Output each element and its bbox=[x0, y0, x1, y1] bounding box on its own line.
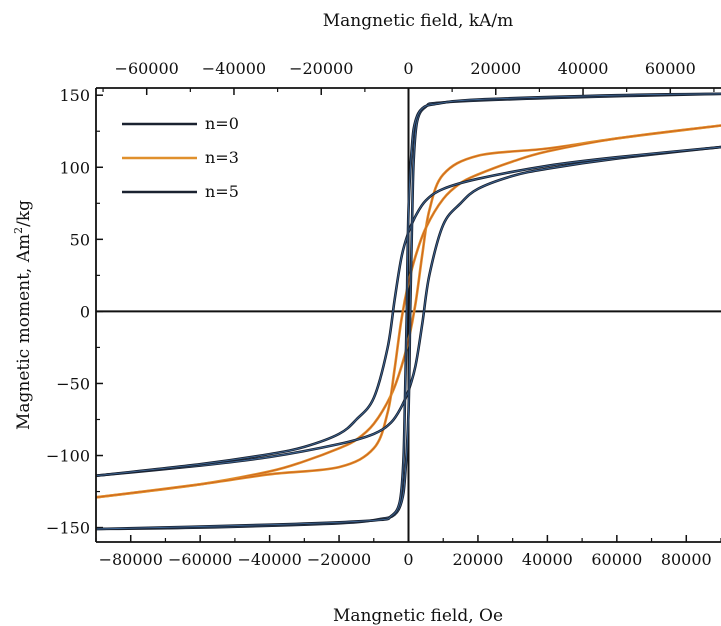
plot-frame bbox=[95, 87, 721, 543]
x-tick-label: −40000 bbox=[237, 550, 301, 569]
legend-label-n-3: n=3 bbox=[205, 148, 239, 167]
x2-tick-label: 20000 bbox=[470, 59, 521, 78]
x-axis-title: Mangnetic field, Oe bbox=[333, 606, 503, 626]
x-tick-label: 60000 bbox=[591, 550, 642, 569]
legend: n=0 n=3 n=5 bbox=[122, 114, 239, 201]
x-tick-label: 20000 bbox=[452, 550, 503, 569]
legend-label-n-0: n=0 bbox=[205, 114, 239, 133]
y-axis-title-tail: /kg bbox=[14, 200, 34, 227]
y-axis-title-sup: 2 bbox=[12, 227, 25, 234]
x2-tick-label: −40000 bbox=[202, 59, 266, 78]
y-tick-label: −150 bbox=[46, 519, 90, 538]
x2-tick-label: −60000 bbox=[115, 59, 179, 78]
x2-tick-label: −20000 bbox=[289, 59, 353, 78]
axes-layer: −80000 −60000 −40000 −20000 0 20000 40000 60000… bbox=[46, 59, 721, 569]
y-tick-label: 50 bbox=[70, 230, 90, 249]
series-n-5-lower-highlight bbox=[96, 146, 721, 477]
series-n-0-lower-highlight bbox=[96, 93, 721, 530]
x2-tick-label: 0 bbox=[403, 59, 413, 78]
y-tick-label: 0 bbox=[80, 302, 90, 321]
y-tick-label: −50 bbox=[56, 374, 90, 393]
y-tick-label: −100 bbox=[46, 447, 90, 466]
legend-label-n-5: n=5 bbox=[205, 182, 239, 201]
series-layer bbox=[96, 92, 721, 531]
x-tick-label: 80000 bbox=[661, 550, 712, 569]
y-tick-label: 100 bbox=[59, 158, 90, 177]
y-axis-title: Magnetic moment, Am2/kg bbox=[12, 200, 34, 430]
x2-tick-label: 40000 bbox=[558, 59, 609, 78]
series-n-5-upper-highlight bbox=[96, 146, 721, 477]
y-axis-title-main: Magnetic moment, Am bbox=[14, 234, 34, 430]
x-tick-label: 40000 bbox=[522, 550, 573, 569]
x-tick-label: 0 bbox=[403, 550, 413, 569]
x-tick-label: −20000 bbox=[307, 550, 371, 569]
x2-tick-label: 60000 bbox=[645, 59, 696, 78]
x2-axis-title: Mangnetic field, kA/m bbox=[323, 11, 514, 31]
y-tick-label: 150 bbox=[59, 86, 90, 105]
x-tick-label: −60000 bbox=[168, 550, 232, 569]
x-tick-label: −80000 bbox=[99, 550, 163, 569]
